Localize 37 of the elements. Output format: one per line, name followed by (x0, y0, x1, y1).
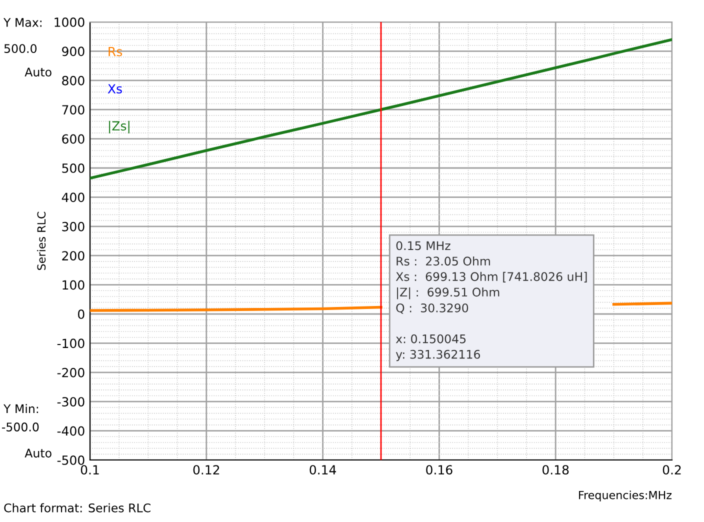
y-tick-label: 1000 (54, 17, 84, 27)
y-tick-label: 800 (62, 76, 84, 86)
x-tick-label: 0.2 (662, 465, 681, 475)
y-tick-label: 200 (62, 251, 84, 261)
y-tick-label: 0 (78, 309, 84, 319)
text: Auto (24, 448, 52, 458)
y-tick-label: 500 (62, 163, 84, 173)
y-axis-title: Series RLC (37, 212, 46, 270)
y-tick-label: 700 (62, 105, 84, 115)
y-tick-label: -300 (57, 397, 84, 407)
y-tick-label: 600 (62, 134, 84, 144)
x-axis-title: Frequencies:MHz (579, 490, 672, 502)
text: Series RLC (88, 503, 150, 512)
y-tick-label: -200 (57, 368, 84, 378)
x-tick-label: 0.16 (426, 465, 452, 475)
text: Y Min: (3, 404, 38, 414)
x-tick-label: 0.14 (310, 465, 336, 475)
x-tick-label: 0.12 (193, 465, 220, 475)
y-tick-label: 100 (62, 280, 84, 290)
y-tick-label: 400 (62, 192, 84, 202)
x-tick-label: 0.1 (80, 465, 99, 475)
y-tick-label: 900 (62, 46, 84, 56)
text: -500.0 (2, 422, 39, 432)
y-tick-label: -400 (57, 426, 84, 436)
text: 500.0 (4, 44, 37, 54)
y-tick-label: -100 (57, 338, 84, 348)
legend-label: Xs (108, 84, 122, 94)
text: Chart format: (4, 503, 82, 512)
x-tick-label: 0.18 (542, 465, 569, 475)
y-tick-label: -500 (57, 455, 84, 465)
y-tick-label: 300 (62, 222, 84, 232)
text: Y Max: (3, 18, 42, 27)
text: Rs (108, 46, 122, 56)
line-series (90, 38, 672, 180)
text: Auto (24, 68, 52, 77)
text: 0.15 MHz Rs : 23.05 Ohm Xs : 699.13 Ohm [741.8026 uH] |Z| : 699.51 Ohm Q : 30.3290 x: 0.150045 y: 331.362116 (396, 241, 587, 362)
text: |Zs| (109, 120, 130, 134)
